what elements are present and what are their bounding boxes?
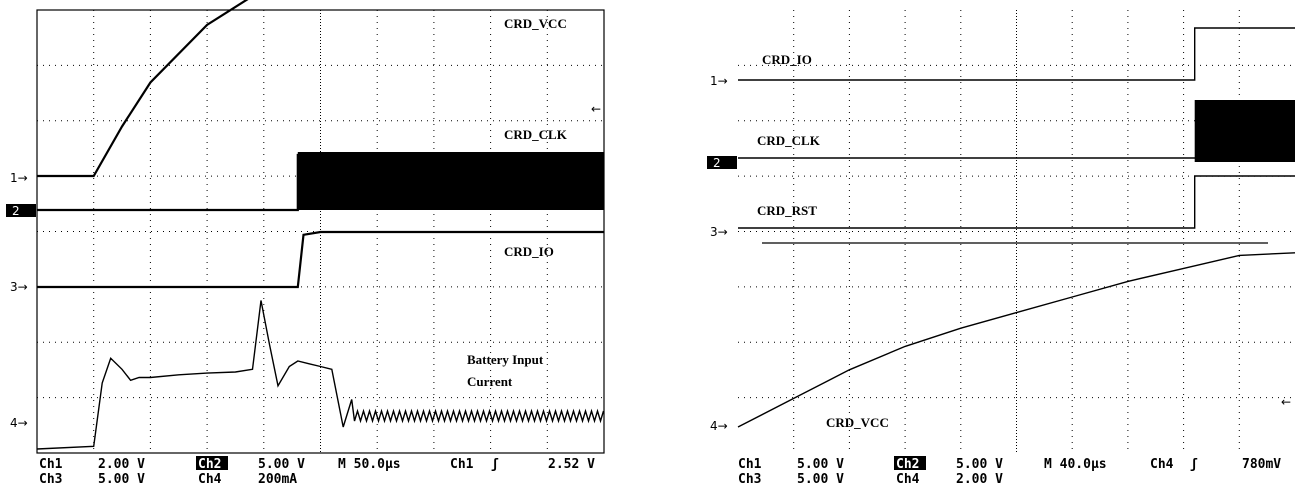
trigger-level-marker-right: ← [1281, 395, 1291, 409]
marker-ch3-right: 3→ [710, 225, 728, 239]
readout-ch3: Ch3 [39, 472, 62, 487]
trigger-level-marker-left: ← [591, 102, 601, 116]
readout-trigger-slope: ʃ [491, 457, 499, 472]
marker-ch4-right: 4→ [710, 419, 728, 433]
readout-right-ch2-scale: 5.00 V [956, 457, 1003, 472]
readout-ch2: Ch2 [198, 457, 221, 472]
readout-right-ch1: Ch1 [738, 457, 762, 472]
readout-trigger-level: 2.52 V [548, 457, 595, 472]
trace-battery-input-current [36, 300, 605, 450]
readout-right-ch1-scale: 5.00 V [797, 457, 844, 472]
trace-crd-vcc-right [737, 252, 1296, 428]
readout-right-timebase: M 40.0µs [1044, 457, 1107, 472]
readout-right-ch4: Ch4 [896, 472, 920, 487]
label-crd-vcc: CRD_VCC [504, 16, 567, 31]
marker-ch4: 4→ [10, 416, 28, 430]
readout-right-trigger-slope: ʃ [1190, 457, 1198, 472]
marker-ch1: 1→ [10, 171, 28, 185]
readout-ch4: Ch4 [198, 472, 222, 487]
scope-right-grid [738, 10, 1295, 453]
label-crd-clk-right: CRD_CLK [757, 133, 821, 148]
marker-ch2: 2 [12, 204, 20, 218]
label-crd-clk: CRD_CLK [504, 127, 568, 142]
marker-ch1-right: 1→ [710, 74, 728, 88]
readout-right-ch4-scale: 2.00 V [956, 472, 1003, 487]
scope-left-grid [37, 10, 604, 453]
readout-ch4-scale: 200mA [258, 472, 297, 487]
readout-left: Ch1 2.00 V Ch2 5.00 V M 50.0µs Ch1 ʃ 2.5… [39, 456, 595, 487]
readout-ch2-highlight [196, 456, 228, 470]
readout-ch1: Ch1 [39, 457, 63, 472]
marker-ch2-right: 2 [713, 156, 721, 170]
readout-ch3-scale: 5.00 V [98, 472, 145, 487]
readout-right-trigger-source: Ch4 [1150, 457, 1174, 472]
label-battery-current-line2: Current [467, 374, 513, 389]
readout-ch2-scale: 5.00 V [258, 457, 305, 472]
trace-crd-io-right [738, 27, 1295, 81]
marker-ch2-box [6, 204, 36, 217]
readout-right-trigger-level: 780mV [1242, 457, 1281, 472]
readout-trigger-source: Ch1 [450, 457, 474, 472]
readout-timebase: M 50.0µs [338, 457, 401, 472]
trace-crd-rst-right [738, 175, 1295, 229]
trace-crd-vcc [37, 0, 249, 178]
label-crd-rst-right: CRD_RST [757, 203, 817, 218]
marker-ch2-right-box [707, 156, 737, 169]
scope-left: CRD_VCC CRD_CLK CRD_IO Battery Input Cur… [6, 0, 605, 487]
trace-crd-clk-band [297, 152, 604, 210]
readout-right-ch2: Ch2 [896, 457, 919, 472]
trace-crd-clk-right-band [1194, 100, 1295, 162]
label-crd-io: CRD_IO [504, 244, 554, 259]
readout-right-ch3: Ch3 [738, 472, 761, 487]
marker-ch3: 3→ [10, 280, 28, 294]
readout-right-ch2-highlight [894, 456, 926, 470]
label-battery-current-line1: Battery Input [467, 352, 544, 367]
readout-right: Ch1 5.00 V Ch2 5.00 V M 40.0µs Ch4 ʃ 780… [738, 456, 1281, 487]
label-crd-io-right: CRD_IO [762, 52, 812, 67]
readout-right-ch3-scale: 5.00 V [797, 472, 844, 487]
label-crd-vcc-right: CRD_VCC [826, 415, 889, 430]
trace-crd-io [37, 230, 604, 289]
scope-right: CRD_IO CRD_CLK CRD_RST CRD_VCC 1→ 2 3→ 4… [707, 10, 1296, 487]
readout-ch1-scale: 2.00 V [98, 457, 145, 472]
